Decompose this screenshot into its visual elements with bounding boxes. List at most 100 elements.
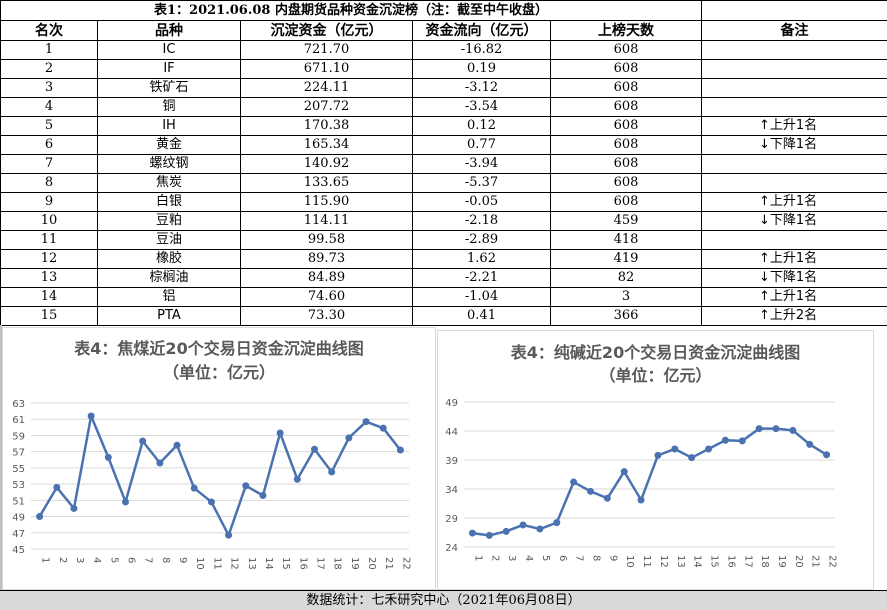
y-tick-label: 47 [12, 529, 25, 540]
amount-cell: 133.65 [241, 174, 413, 193]
flow-cell: -1.04 [413, 288, 551, 307]
note-cell [702, 155, 887, 174]
data-point [503, 528, 510, 535]
amount-cell: 721.70 [241, 41, 413, 60]
x-tick-label: 15 [709, 555, 720, 568]
y-tick-label: 44 [445, 427, 458, 438]
x-tick-label: 9 [177, 557, 188, 563]
name-cell: 橡胶 [98, 250, 241, 269]
data-point [638, 497, 645, 504]
amount-cell: 114.11 [241, 212, 413, 231]
y-tick-label: 59 [12, 431, 25, 442]
note-cell [702, 98, 887, 117]
amount-cell: 89.73 [241, 250, 413, 269]
x-tick-label: 4 [91, 557, 102, 563]
x-tick-label: 17 [742, 555, 753, 568]
rank-cell: 6 [1, 136, 98, 155]
x-tick-label: 2 [489, 555, 500, 561]
note-cell: ↓下降1名 [702, 269, 887, 288]
flow-cell: -2.18 [413, 212, 551, 231]
amount-cell: 207.72 [241, 98, 413, 117]
y-tick-label: 39 [445, 456, 458, 467]
x-tick-label: 19 [349, 557, 360, 570]
data-point [363, 418, 370, 425]
x-tick-label: 7 [574, 555, 585, 561]
name-cell: IC [98, 41, 241, 60]
data-point [53, 484, 60, 491]
amount-cell: 140.92 [241, 155, 413, 174]
data-point [122, 498, 129, 505]
flow-cell: -3.12 [413, 79, 551, 98]
rank-cell: 5 [1, 117, 98, 136]
rank-cell: 10 [1, 212, 98, 231]
col-header-name: 品种 [98, 21, 241, 41]
col-header-note: 备注 [702, 21, 887, 41]
days-cell: 608 [551, 155, 702, 174]
x-tick-label: 18 [332, 557, 343, 570]
x-tick-label: 14 [263, 557, 274, 570]
note-cell: ↑上升1名 [702, 250, 887, 269]
x-tick-label: 21 [810, 555, 821, 568]
data-point [345, 434, 352, 441]
flow-cell: 0.77 [413, 136, 551, 155]
data-point [36, 513, 43, 520]
name-cell: 铝 [98, 288, 241, 307]
days-cell: 366 [551, 307, 702, 326]
name-cell: IH [98, 117, 241, 136]
days-cell: 608 [551, 79, 702, 98]
y-tick-label: 45 [12, 545, 25, 556]
footer-source: 数据统计：七禾研究中心（2021年06月08日） [0, 590, 887, 610]
rank-cell: 8 [1, 174, 98, 193]
days-cell: 82 [551, 269, 702, 288]
note-cell: ↑上升1名 [702, 117, 887, 136]
x-tick-label: 20 [366, 557, 377, 570]
col-header-rank: 名次 [1, 21, 98, 41]
y-tick-label: 34 [445, 485, 458, 496]
data-point [328, 468, 335, 475]
table-header-row: 名次 品种 沉淀资金（亿元） 资金流向（亿元） 上榜天数 备注 [1, 21, 887, 41]
x-tick-label: 19 [776, 555, 787, 568]
note-cell: ↓下降1名 [702, 136, 887, 155]
flow-cell: -2.89 [413, 231, 551, 250]
data-point [486, 532, 493, 539]
amount-cell: 74.60 [241, 288, 413, 307]
data-point [520, 521, 527, 528]
series-line [472, 429, 826, 536]
data-point [139, 438, 146, 445]
amount-cell: 115.90 [241, 193, 413, 212]
note-cell [702, 41, 887, 60]
ranking-table: 表1：2021.06.08 内盘期货品种资金沉淀榜（注：截至中午收盘） 名次 品… [0, 0, 887, 326]
amount-cell: 165.34 [241, 136, 413, 155]
rank-cell: 2 [1, 60, 98, 79]
name-cell: 黄金 [98, 136, 241, 155]
data-point [722, 437, 729, 444]
amount-cell: 84.89 [241, 269, 413, 288]
data-point [70, 505, 77, 512]
data-point [380, 425, 387, 432]
col-header-days: 上榜天数 [551, 21, 702, 41]
days-cell: 608 [551, 41, 702, 60]
data-point [156, 460, 163, 467]
y-tick-label: 55 [12, 464, 25, 475]
note-cell [702, 231, 887, 250]
days-cell: 418 [551, 231, 702, 250]
x-tick-label: 8 [160, 557, 171, 563]
x-tick-label: 9 [607, 555, 618, 561]
note-cell: ↑上升2名 [702, 307, 887, 326]
x-tick-label: 2 [57, 557, 68, 563]
days-cell: 419 [551, 250, 702, 269]
days-cell: 608 [551, 193, 702, 212]
days-cell: 608 [551, 174, 702, 193]
